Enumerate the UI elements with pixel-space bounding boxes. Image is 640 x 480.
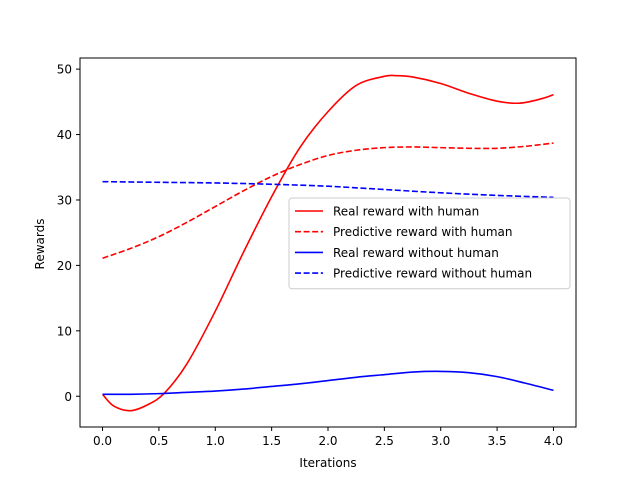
y-axis-ticks: 0 10 20 30 40 50 bbox=[57, 63, 80, 404]
x-tick-label: 0.0 bbox=[93, 434, 112, 448]
legend-label-predictive-reward-with-human: Predictive reward with human bbox=[333, 225, 512, 239]
series-line-predictive-reward-without-human bbox=[102, 180, 554, 199]
x-tick-label: 2.0 bbox=[318, 434, 337, 448]
y-tick-label: 50 bbox=[57, 63, 72, 77]
x-tick-label: 4.0 bbox=[544, 434, 563, 448]
y-tick-label: 0 bbox=[64, 390, 72, 404]
y-tick-label: 40 bbox=[57, 128, 72, 142]
series-line-real-reward-with-human bbox=[101, 74, 554, 412]
legend: Real reward with human Predictive reward … bbox=[288, 197, 571, 290]
series-line-predictive-reward-with-human bbox=[102, 142, 554, 259]
legend-label-real-reward-without-human: Real reward without human bbox=[333, 246, 499, 260]
x-tick-label: 1.0 bbox=[206, 434, 225, 448]
y-tick-label: 20 bbox=[57, 259, 72, 273]
series-line-real-reward-without-human bbox=[102, 370, 554, 396]
x-axis-ticks: 0.0 0.5 1.0 1.5 2.0 2.5 3.0 3.5 4.0 bbox=[93, 427, 563, 448]
y-axis-label: Rewards bbox=[33, 219, 47, 270]
x-tick-label: 3.0 bbox=[431, 434, 450, 448]
x-tick-label: 2.5 bbox=[375, 434, 394, 448]
y-tick-label: 10 bbox=[57, 324, 72, 338]
legend-box bbox=[288, 197, 571, 290]
y-tick-label: 30 bbox=[57, 193, 72, 207]
x-tick-label: 0.5 bbox=[149, 434, 168, 448]
series-layer bbox=[101, 74, 554, 412]
legend-label-predictive-reward-without-human: Predictive reward without human bbox=[333, 267, 532, 281]
x-axis-label: Iterations bbox=[299, 456, 356, 470]
legend-label-real-reward-with-human: Real reward with human bbox=[333, 205, 479, 219]
x-tick-label: 1.5 bbox=[262, 434, 281, 448]
x-tick-label: 3.5 bbox=[488, 434, 507, 448]
